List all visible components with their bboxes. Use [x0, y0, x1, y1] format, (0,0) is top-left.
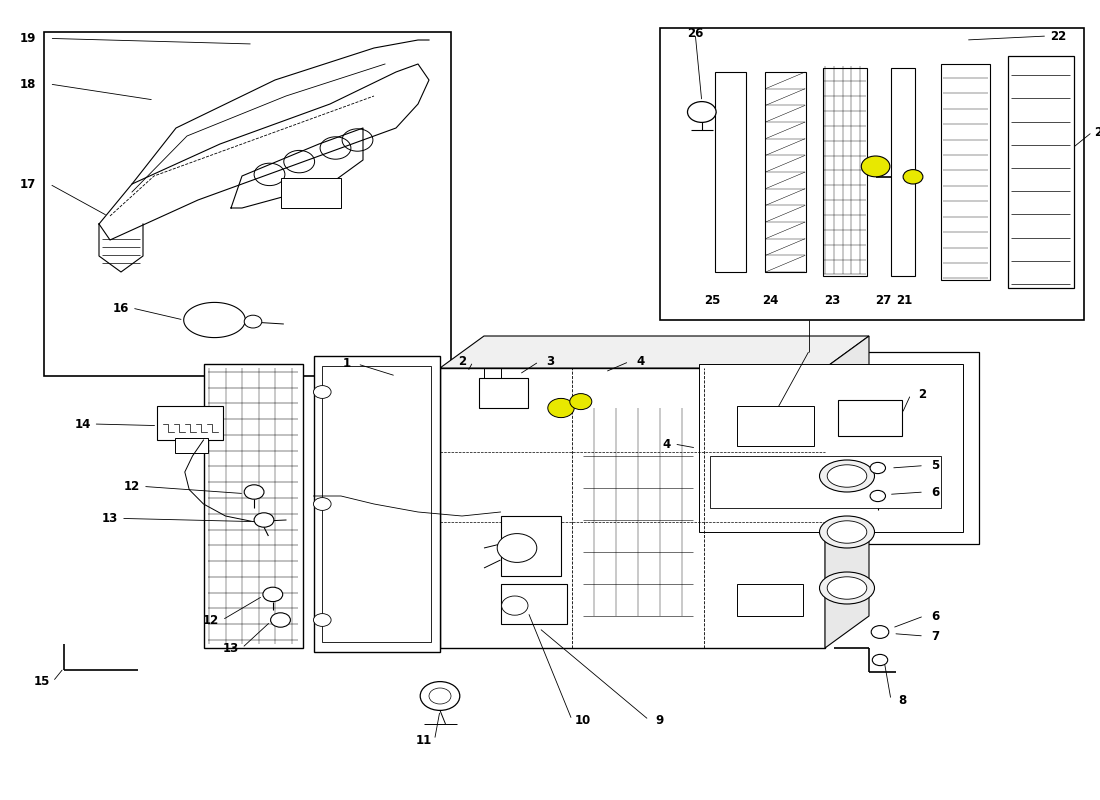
Circle shape — [870, 462, 886, 474]
Text: 11: 11 — [416, 734, 431, 746]
Bar — [478, 378, 528, 408]
Text: 5: 5 — [931, 459, 939, 472]
Bar — [823, 68, 867, 276]
Circle shape — [314, 498, 331, 510]
Circle shape — [244, 315, 262, 328]
Text: 8: 8 — [898, 694, 906, 706]
Ellipse shape — [827, 521, 867, 543]
Text: 2: 2 — [917, 388, 926, 401]
Text: 20: 20 — [1094, 126, 1100, 138]
Bar — [314, 356, 440, 652]
Text: 13: 13 — [223, 642, 239, 654]
Text: 9: 9 — [656, 714, 664, 726]
Bar — [764, 72, 806, 272]
Circle shape — [903, 170, 923, 184]
Text: 3: 3 — [546, 355, 554, 368]
Bar — [280, 178, 341, 208]
Text: 13: 13 — [102, 512, 118, 525]
Text: 2: 2 — [458, 355, 466, 368]
Circle shape — [263, 587, 283, 602]
Ellipse shape — [820, 572, 874, 604]
Circle shape — [502, 596, 528, 615]
Text: 12: 12 — [124, 480, 140, 493]
Text: a passion for since 1975: a passion for since 1975 — [414, 491, 686, 549]
Text: 6: 6 — [931, 486, 939, 498]
Text: 16: 16 — [113, 302, 129, 314]
Polygon shape — [825, 336, 869, 648]
Bar — [500, 584, 566, 624]
Bar — [157, 406, 223, 440]
Text: euroParts: euroParts — [382, 402, 718, 462]
Bar — [682, 352, 979, 544]
Text: 27: 27 — [876, 294, 891, 306]
Bar — [737, 584, 803, 616]
Text: 23: 23 — [825, 294, 840, 306]
Ellipse shape — [827, 465, 867, 487]
Circle shape — [314, 386, 331, 398]
Bar — [1008, 56, 1074, 288]
Circle shape — [548, 398, 574, 418]
Bar — [838, 400, 902, 436]
Circle shape — [497, 534, 537, 562]
Circle shape — [870, 490, 886, 502]
Bar — [698, 364, 962, 532]
Bar — [710, 456, 940, 508]
Circle shape — [314, 614, 331, 626]
Text: 17: 17 — [20, 178, 36, 190]
Text: 24: 24 — [762, 294, 778, 306]
Ellipse shape — [820, 516, 874, 548]
Bar — [44, 32, 451, 376]
Text: 21: 21 — [896, 294, 912, 306]
Circle shape — [570, 394, 592, 410]
Circle shape — [871, 626, 889, 638]
Bar — [737, 406, 814, 446]
Text: 12: 12 — [204, 614, 219, 626]
Text: 26: 26 — [688, 27, 704, 40]
Bar — [440, 368, 825, 648]
Circle shape — [872, 654, 888, 666]
Text: 25: 25 — [705, 294, 720, 306]
Bar — [940, 64, 990, 280]
Text: 15: 15 — [34, 675, 50, 688]
Ellipse shape — [827, 577, 867, 599]
Bar — [715, 72, 746, 272]
Ellipse shape — [820, 460, 874, 492]
Polygon shape — [440, 336, 869, 368]
Text: 6: 6 — [931, 610, 939, 622]
Text: 22: 22 — [1050, 30, 1067, 42]
Bar — [500, 516, 561, 576]
Circle shape — [429, 688, 451, 704]
Circle shape — [420, 682, 460, 710]
Text: 19: 19 — [20, 32, 36, 45]
Bar — [322, 366, 431, 642]
Text: 7: 7 — [931, 630, 939, 642]
Circle shape — [688, 102, 716, 122]
Text: 14: 14 — [75, 418, 90, 430]
Bar — [204, 364, 302, 648]
Circle shape — [271, 613, 290, 627]
Text: 4: 4 — [662, 438, 671, 450]
Bar — [175, 438, 208, 453]
Bar — [660, 28, 1084, 320]
Text: 4: 4 — [636, 355, 645, 368]
Bar — [891, 68, 915, 276]
Text: 1: 1 — [342, 358, 351, 370]
Text: 10: 10 — [575, 714, 591, 726]
Circle shape — [244, 485, 264, 499]
Circle shape — [861, 156, 890, 177]
Circle shape — [254, 513, 274, 527]
Text: 18: 18 — [20, 78, 36, 90]
